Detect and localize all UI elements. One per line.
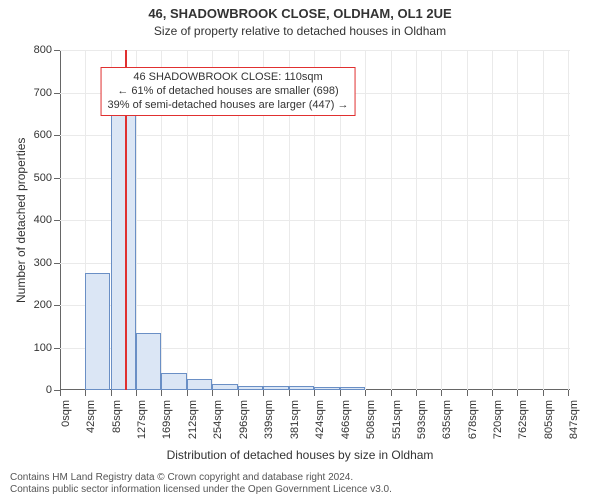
y-tick-label: 500 bbox=[12, 172, 52, 184]
x-tick-label: 42sqm bbox=[85, 400, 97, 450]
x-tick-label: 720sqm bbox=[492, 400, 504, 450]
x-tick-label: 254sqm bbox=[212, 400, 224, 450]
footer-line: Contains HM Land Registry data © Crown c… bbox=[10, 472, 392, 484]
y-tick-label: 200 bbox=[12, 299, 52, 311]
x-tick-label: 381sqm bbox=[289, 400, 301, 450]
histogram-bar bbox=[136, 333, 161, 390]
x-tick bbox=[161, 390, 162, 396]
histogram-bar bbox=[314, 387, 339, 390]
x-tick-label: 593sqm bbox=[416, 400, 428, 450]
x-tick-label: 762sqm bbox=[517, 400, 529, 450]
gridline-v bbox=[391, 50, 392, 390]
x-tick bbox=[467, 390, 468, 396]
y-tick-label: 600 bbox=[12, 129, 52, 141]
y-tick bbox=[54, 263, 60, 264]
x-tick bbox=[263, 390, 264, 396]
annotation-box: 46 SHADOWBROOK CLOSE: 110sqm← 61% of det… bbox=[101, 67, 356, 116]
x-tick-label: 635sqm bbox=[441, 400, 453, 450]
chart-container: 46, SHADOWBROOK CLOSE, OLDHAM, OL1 2UE S… bbox=[0, 0, 600, 500]
x-tick bbox=[238, 390, 239, 396]
histogram-bar bbox=[161, 373, 186, 390]
y-tick-label: 800 bbox=[12, 44, 52, 56]
x-tick-label: 212sqm bbox=[187, 400, 199, 450]
x-tick bbox=[340, 390, 341, 396]
x-tick-label: 0sqm bbox=[60, 400, 72, 450]
histogram-bar bbox=[263, 386, 288, 390]
x-tick-label: 551sqm bbox=[391, 400, 403, 450]
y-tick-label: 0 bbox=[12, 384, 52, 396]
histogram-bar bbox=[289, 386, 314, 390]
y-tick bbox=[54, 93, 60, 94]
x-tick-label: 127sqm bbox=[136, 400, 148, 450]
x-tick bbox=[568, 390, 569, 396]
x-tick bbox=[60, 390, 61, 396]
y-tick bbox=[54, 50, 60, 51]
chart-title: 46, SHADOWBROOK CLOSE, OLDHAM, OL1 2UE bbox=[0, 6, 600, 21]
y-tick bbox=[54, 220, 60, 221]
x-tick bbox=[187, 390, 188, 396]
x-tick-label: 466sqm bbox=[340, 400, 352, 450]
gridline-v bbox=[365, 50, 366, 390]
x-tick bbox=[391, 390, 392, 396]
plot-area: 01002003004005006007008000sqm42sqm85sqm1… bbox=[60, 50, 570, 390]
x-tick-label: 805sqm bbox=[543, 400, 555, 450]
annotation-line: 39% of semi-detached houses are larger (… bbox=[108, 99, 349, 113]
gridline-v bbox=[416, 50, 417, 390]
x-tick bbox=[314, 390, 315, 396]
x-tick bbox=[543, 390, 544, 396]
x-tick bbox=[136, 390, 137, 396]
y-tick bbox=[54, 178, 60, 179]
x-tick-label: 424sqm bbox=[314, 400, 326, 450]
x-tick-label: 169sqm bbox=[161, 400, 173, 450]
x-tick bbox=[416, 390, 417, 396]
gridline-v bbox=[467, 50, 468, 390]
gridline-v bbox=[568, 50, 569, 390]
y-tick bbox=[54, 348, 60, 349]
y-tick bbox=[54, 305, 60, 306]
y-tick-label: 300 bbox=[12, 257, 52, 269]
x-tick bbox=[212, 390, 213, 396]
y-tick-label: 700 bbox=[12, 87, 52, 99]
histogram-bar bbox=[85, 273, 110, 390]
x-tick-label: 678sqm bbox=[467, 400, 479, 450]
gridline-v bbox=[492, 50, 493, 390]
annotation-line: ← 61% of detached houses are smaller (69… bbox=[108, 85, 349, 99]
x-tick bbox=[289, 390, 290, 396]
x-tick bbox=[492, 390, 493, 396]
x-tick-label: 296sqm bbox=[238, 400, 250, 450]
histogram-bar bbox=[340, 387, 365, 390]
y-tick bbox=[54, 135, 60, 136]
chart-subtitle: Size of property relative to detached ho… bbox=[0, 24, 600, 38]
x-tick bbox=[85, 390, 86, 396]
footer-line: Contains public sector information licen… bbox=[10, 484, 392, 496]
x-tick bbox=[365, 390, 366, 396]
x-axis-label: Distribution of detached houses by size … bbox=[0, 448, 600, 462]
x-tick-label: 508sqm bbox=[365, 400, 377, 450]
x-tick bbox=[111, 390, 112, 396]
histogram-bar bbox=[238, 386, 263, 390]
x-tick-label: 85sqm bbox=[111, 400, 123, 450]
annotation-line: 46 SHADOWBROOK CLOSE: 110sqm bbox=[108, 71, 349, 85]
x-tick bbox=[517, 390, 518, 396]
x-tick-label: 339sqm bbox=[263, 400, 275, 450]
y-tick-label: 100 bbox=[12, 342, 52, 354]
histogram-bar bbox=[212, 384, 237, 390]
x-tick-label: 847sqm bbox=[568, 400, 580, 450]
histogram-bar bbox=[111, 114, 136, 390]
gridline-v bbox=[543, 50, 544, 390]
gridline-v bbox=[517, 50, 518, 390]
x-tick bbox=[441, 390, 442, 396]
footer-credits: Contains HM Land Registry data © Crown c… bbox=[10, 472, 392, 496]
gridline-v bbox=[441, 50, 442, 390]
y-tick-label: 400 bbox=[12, 214, 52, 226]
histogram-bar bbox=[187, 379, 212, 390]
